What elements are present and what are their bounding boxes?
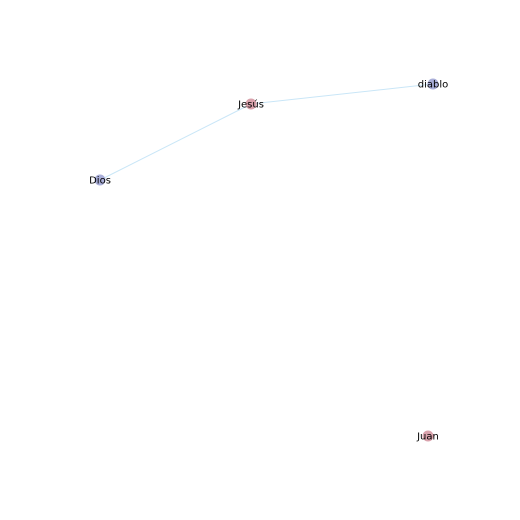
node-dios[interactable]: Dios	[89, 174, 111, 187]
node-juan[interactable]: Juan	[416, 430, 439, 443]
node-label-juan: Juan	[416, 432, 439, 443]
node-diablo[interactable]: diablo	[418, 78, 449, 91]
edge-jesus-diablo	[250, 83, 434, 105]
node-marker-jesus	[245, 98, 257, 110]
node-label-jesus: Jesús	[237, 99, 264, 111]
node-jesus[interactable]: Jesús	[237, 98, 264, 111]
node-marker-juan	[422, 430, 434, 442]
node-marker-dios	[94, 174, 106, 186]
edges-layer	[99, 83, 434, 181]
node-label-dios: Dios	[89, 176, 111, 187]
nodes-layer: Jesús diablo Dios Juan	[89, 78, 449, 443]
node-marker-diablo	[427, 78, 439, 90]
edge-jesus-dios	[99, 103, 252, 181]
node-label-diablo: diablo	[418, 80, 449, 91]
